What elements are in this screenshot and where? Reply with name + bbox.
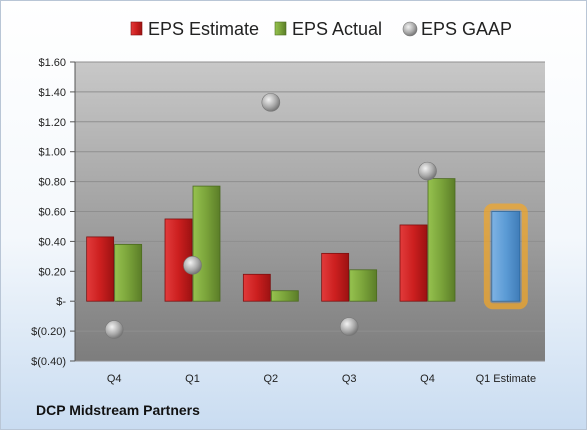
y-tick-label: $0.20 [38,266,66,278]
x-tick-label: Q1 [185,373,200,385]
x-tick-label: Q4 [420,373,435,385]
marker-eps-gaap [418,161,437,181]
y-tick-label: $0.80 [38,177,66,189]
marker-eps-gaap [261,93,281,112]
legend-swatch [274,21,287,36]
legend-label: EPS GAAP [421,19,512,39]
y-tick-label: $1.00 [38,147,66,159]
y-tick-label: $(0.40) [31,356,66,368]
x-tick-label: Q2 [263,373,278,385]
bar-eps-actual [427,178,456,302]
legend-label: EPS Actual [292,19,382,39]
bar-eps-estimate [242,273,271,302]
y-tick-label: $(0.20) [31,326,66,338]
x-tick-label: Q3 [342,373,357,385]
y-tick-label: $0.60 [38,207,66,219]
bar-eps-actual [270,290,299,302]
legend-label: EPS Estimate [148,19,259,39]
bar-eps-actual [192,185,221,302]
bar-eps-actual [349,269,378,302]
bar-q1-estimate [491,211,521,302]
y-tick-label: $1.20 [38,117,66,129]
plot-area: $(0.40) $(0.20) $- $0.20 $0.40 $0.60 $0.80 $1.0… [31,57,545,385]
x-tick-label: Q1 Estimate [476,373,537,385]
bar-eps-estimate [86,236,115,302]
bar-eps-actual [114,243,143,302]
y-tick-label: $- [56,296,66,308]
y-tick-label: $1.40 [38,87,66,99]
x-tick-label: Q4 [107,373,122,385]
company-name: DCP Midstream Partners [36,402,200,418]
bar-eps-estimate [399,224,428,302]
estimate-glow [483,203,528,310]
marker-eps-gaap [183,256,202,275]
legend-swatch [402,21,418,37]
legend-swatch [130,21,143,36]
marker-eps-gaap [104,320,124,339]
y-tick-label: $1.60 [38,57,66,69]
y-tick-label: $0.40 [38,236,66,248]
bar-eps-estimate [321,252,350,302]
legend: EPS Estimate EPS Actual EPS GAAP [130,19,512,39]
marker-eps-gaap [339,317,359,336]
